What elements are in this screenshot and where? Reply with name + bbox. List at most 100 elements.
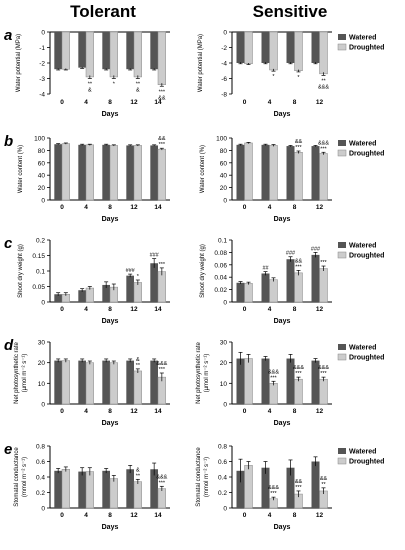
x-tick-label: 14 [154,306,162,313]
significance-mark: &&& [318,84,329,90]
y-axis-title: Net photosynthetic rate [196,341,202,403]
y-tick-label: 0.6 [36,459,45,466]
x-tick-label: 0 [60,99,64,106]
y-tick-label: 20 [38,360,46,367]
y-tick-label: 0.4 [36,475,45,482]
y-tick-label: 20 [38,185,46,192]
significance-mark: &&& [318,140,329,146]
y-axis-title: Water content (%) [18,145,24,193]
y-axis-title-unit: (µmol m⁻² s⁻¹) [22,354,28,393]
x-tick-label: 8 [108,408,112,415]
bar-watered [311,254,320,302]
bar-droughted [157,488,166,509]
significance-mark: * [113,82,116,88]
x-tick-label: 8 [293,99,297,106]
x-axis-title: Days [274,524,291,531]
y-tick-label: 0.4 [218,475,227,482]
y-tick-label: -6 [221,76,227,83]
significance-mark: && [158,95,166,101]
bar-watered [78,471,86,508]
bar-droughted [133,31,142,78]
y-tick-label: 0 [41,402,45,409]
y-tick-label: 40 [38,173,46,180]
y-tick-label: 20 [220,360,228,367]
bar-watered [150,32,158,70]
bar-droughted [294,152,303,201]
y-tick-label: 0.8 [36,444,45,451]
x-tick-label: 14 [154,408,162,415]
y-tick-label: 100 [216,136,227,143]
y-tick-label: 10 [220,381,228,388]
significance-mark: * [272,74,275,80]
legend-label-droughted: Droughted [349,151,384,158]
significance-mark: *** [159,480,166,486]
x-tick-label: 14 [154,204,162,211]
x-axis-title: Days [274,420,291,427]
significance-mark: *** [159,262,166,268]
bar-droughted [244,465,253,509]
chart-d-sensitive: 0 10 20 30 Net photosynthetic rate (µmol m⁻² … [196,340,384,428]
x-tick-label: 4 [84,306,88,313]
bar-droughted [157,271,166,303]
y-tick-label: 40 [220,173,228,180]
significance-mark: &&& [156,474,167,480]
bar-droughted [319,268,328,303]
bar-droughted [157,31,166,85]
significance-mark: *** [270,491,277,497]
x-tick-label: 4 [84,204,88,211]
significance-mark: * [297,75,300,81]
y-tick-label: 0 [41,506,45,513]
panel-letter-d: d [4,337,14,354]
bar-droughted [244,358,253,405]
y-axis-title-unit: (mmol m⁻² s⁻¹) [22,457,28,497]
x-tick-label: 12 [316,99,324,106]
x-tick-label: 4 [268,512,272,519]
y-axis-title-unit: (µmol m⁻² s⁻¹) [204,354,210,393]
bar-droughted [319,378,328,405]
y-tick-label: 0.8 [218,444,227,451]
bar-watered [236,32,245,63]
chart-e-tolerant: 0 0.2 0.4 0.6 0.8 Stomatal conductance (mmol m… [14,444,170,531]
bar-watered [150,469,158,508]
y-tick-label: 0 [223,402,227,409]
bar-watered [150,360,158,404]
y-tick-label: 0.08 [214,250,227,257]
significance-mark: ** [321,78,326,84]
bar-droughted [244,283,253,303]
bar-droughted [133,145,142,201]
chart-c-sensitive: 0 0.02 0.04 0.06 0.08 0.1 Shoot dry weight (g)… [200,238,384,326]
x-axis-title: Days [102,111,119,118]
legend-label-watered: Watered [349,141,376,148]
y-tick-label: -1 [39,45,45,52]
y-tick-label: 0.1 [36,269,45,276]
bar-droughted [85,144,94,201]
significance-mark: & [88,88,92,94]
x-axis-title: Days [274,111,291,118]
bar-watered [102,360,110,404]
bar-watered [54,360,62,404]
y-tick-label: -4 [39,92,45,99]
y-tick-label: 0.1 [218,238,227,245]
y-tick-label: 0.2 [218,490,227,497]
bar-droughted [61,469,70,509]
y-axis-title: Stomatal conductance [196,447,202,507]
bar-droughted [244,31,253,65]
x-axis-title: Days [102,318,119,325]
panel-letter-e: e [4,441,12,458]
x-tick-label: 14 [154,512,162,519]
x-axis-title: Days [274,216,291,223]
bar-droughted [109,478,118,509]
bar-droughted [294,378,303,405]
y-axis-title: Shoot dry weight (g) [18,244,24,298]
significance-mark: ** [136,363,141,369]
bar-watered [261,273,270,302]
x-tick-label: 8 [108,99,112,106]
x-tick-label: 0 [243,408,247,415]
y-axis-title: Shoot dry weight (g) [200,244,206,298]
x-tick-label: 12 [130,306,138,313]
x-tick-label: 14 [154,99,162,106]
significance-mark: * [137,274,140,280]
bar-watered [286,259,295,302]
significance-mark: && [295,139,303,145]
